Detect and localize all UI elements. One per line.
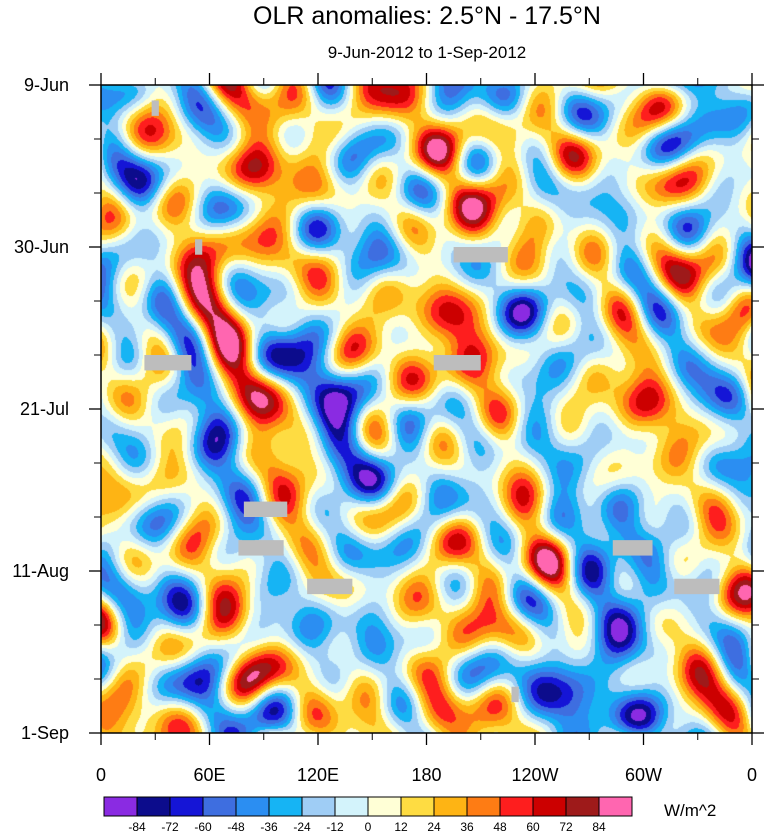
axes: 9-Jun 30-Jun 21-Jul 11-Aug 1-Sep 0 60E 120E 180 1… <box>12 73 764 785</box>
x-tick-label: 120E <box>297 765 339 785</box>
missing-data-patch <box>144 355 192 371</box>
colorbar-level-label: -36 <box>260 820 278 834</box>
colorbar-box <box>334 796 369 817</box>
colorbar-box <box>433 796 468 817</box>
colorbar-level-label: -84 <box>128 820 146 834</box>
colorbar-box <box>301 796 336 817</box>
chart-title: OLR anomalies: 2.5°N - 17.5°N <box>253 2 601 30</box>
colorbar-box <box>466 796 501 817</box>
colorbar-level-label: 0 <box>365 820 372 834</box>
colorbar-level-label: 60 <box>526 820 540 834</box>
colorbar-box <box>169 796 204 817</box>
y-tick-label: 9-Jun <box>24 75 69 95</box>
y-tick-label: 30-Jun <box>14 237 69 257</box>
colorbar-box <box>532 796 567 817</box>
colorbar-level-label: 84 <box>592 820 606 834</box>
colorbar-box <box>202 796 237 817</box>
y-tick-label: 1-Sep <box>21 723 69 743</box>
missing-data-patch <box>453 247 508 263</box>
colorbar-level-label: 12 <box>394 820 408 834</box>
x-tick-label: 120W <box>511 765 558 785</box>
colorbar-level-label: 24 <box>427 820 441 834</box>
colorbar-box <box>367 796 402 817</box>
missing-data-patch <box>433 355 481 371</box>
colorbar-box <box>499 796 534 817</box>
colorbar-level-label: -60 <box>194 820 212 834</box>
missing-data-patch <box>151 100 159 116</box>
y-tick-label: 21-Jul <box>20 399 69 419</box>
colorbar-level-label: 48 <box>493 820 507 834</box>
x-tick-label: 60W <box>625 765 662 785</box>
colorbar-level-label: -12 <box>326 820 344 834</box>
colorbar-level-label: -48 <box>227 820 245 834</box>
missing-data-patch <box>511 686 519 703</box>
y-tick-label: 11-Aug <box>12 561 69 581</box>
colorbar-box <box>103 796 138 817</box>
plot-area <box>100 84 753 734</box>
chart-subtitle: 9-Jun-2012 to 1-Sep-2012 <box>328 43 526 62</box>
colorbar-box <box>400 796 435 817</box>
colorbar-units-label: W/m^2 <box>664 801 716 820</box>
x-tick-label: 0 <box>96 765 106 785</box>
missing-data-patch <box>307 578 353 595</box>
olr-anomaly-field <box>101 85 752 733</box>
colorbar-level-label: 72 <box>559 820 573 834</box>
missing-data-patch <box>243 501 288 517</box>
colorbar-box <box>598 796 633 817</box>
missing-data-patch <box>612 540 653 556</box>
x-tick-label: 60E <box>193 765 225 785</box>
x-tick-label: 0 <box>747 765 757 785</box>
missing-data-patch <box>195 239 203 255</box>
missing-data-patch <box>674 578 720 595</box>
colorbar-box <box>268 796 303 817</box>
x-tick-label: 180 <box>411 765 441 785</box>
colorbar: -84 -72 -60 -48 -36 -24 -12 0 12 24 36 48 60 72 84 <box>103 796 633 834</box>
colorbar-box <box>235 796 270 817</box>
colorbar-box <box>565 796 600 817</box>
colorbar-level-label: -24 <box>293 820 311 834</box>
colorbar-box <box>136 796 171 817</box>
colorbar-level-label: 36 <box>460 820 474 834</box>
missing-data-patch <box>238 540 284 556</box>
colorbar-level-label: -72 <box>161 820 179 834</box>
